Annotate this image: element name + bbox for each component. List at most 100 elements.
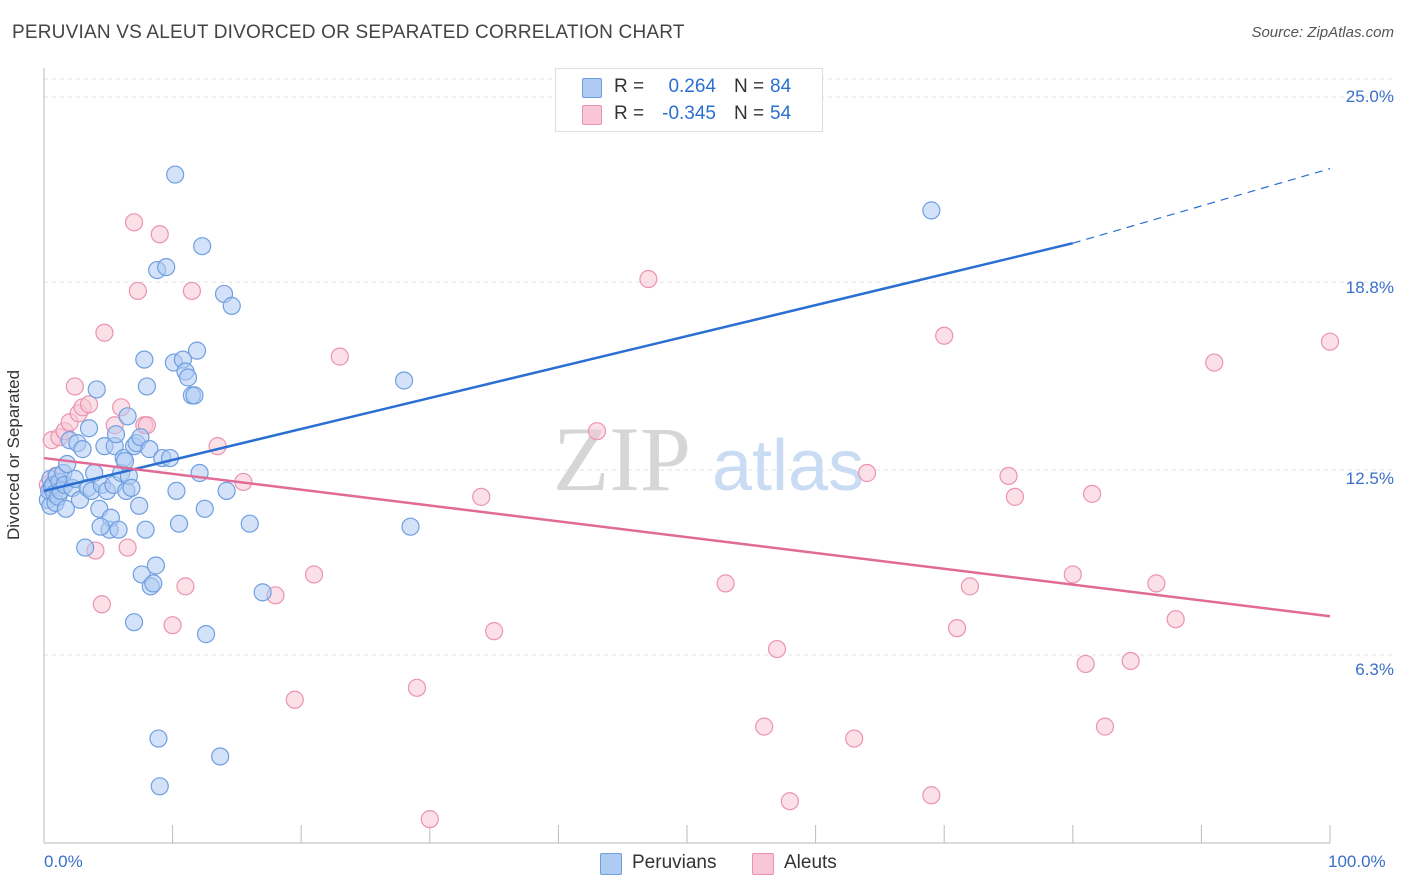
peruvians-trend-extension xyxy=(1072,168,1331,244)
peruvian-point xyxy=(217,481,236,500)
watermark-zip: ZIP xyxy=(553,408,691,510)
peruvian-point xyxy=(130,496,149,515)
peruvian-point xyxy=(79,419,99,438)
aleut-point xyxy=(1005,487,1025,506)
peruvian-point xyxy=(167,481,186,500)
aleut-point xyxy=(960,577,980,596)
peruvian-point xyxy=(87,380,106,399)
peruvian-point xyxy=(178,368,198,387)
peruvian-point xyxy=(136,520,155,539)
r-label: R = xyxy=(614,103,645,124)
aleut-point xyxy=(92,595,111,614)
peruvians-points xyxy=(38,165,941,796)
trend-lines xyxy=(43,168,1331,618)
peruvian-point xyxy=(144,574,163,593)
aleut-point xyxy=(767,639,787,659)
legend-label: Peruvians xyxy=(632,852,717,873)
y-tick-label: 12.5% xyxy=(1345,469,1394,488)
peruvians-trend-line xyxy=(43,242,1074,493)
aleut-point xyxy=(330,347,349,366)
grid-lines xyxy=(44,78,1392,656)
n-label: N = xyxy=(734,76,765,97)
aleut-point xyxy=(124,213,144,232)
peruvian-point xyxy=(195,499,214,518)
n-label: N = xyxy=(734,103,765,124)
aleut-point xyxy=(935,326,954,345)
y-tick-label: 6.3% xyxy=(1355,660,1394,679)
peruvian-point xyxy=(922,201,941,220)
peruvian-point xyxy=(124,613,144,632)
watermark: ZIP atlas xyxy=(553,408,864,510)
peruvian-point xyxy=(185,386,204,405)
aleut-point xyxy=(485,622,504,641)
aleut-point xyxy=(1095,717,1115,736)
n-value: 84 xyxy=(770,76,792,97)
peruvian-point xyxy=(240,514,259,533)
aleut-point xyxy=(1121,651,1140,671)
peruvian-point xyxy=(211,747,230,766)
aleut-point xyxy=(922,786,941,805)
r-label: R = xyxy=(614,76,645,97)
aleut-point xyxy=(1205,353,1224,372)
watermark-atlas: atlas xyxy=(712,426,864,506)
peruvian-point xyxy=(56,499,75,518)
axes xyxy=(43,68,1331,844)
aleut-point xyxy=(1320,332,1340,351)
chart-title: PERUVIAN VS ALEUT DIVORCED OR SEPARATED … xyxy=(12,22,685,43)
aleut-point xyxy=(857,463,877,483)
peruvian-point xyxy=(193,237,212,256)
r-value: 0.264 xyxy=(668,76,716,97)
aleut-point xyxy=(780,792,799,811)
peruvian-point xyxy=(196,625,216,644)
peruvian-point xyxy=(91,517,110,536)
legend-label: Aleuts xyxy=(784,852,837,873)
aleut-point xyxy=(182,281,201,301)
peruvian-point xyxy=(150,777,169,796)
aleut-point xyxy=(304,565,324,584)
aleut-point xyxy=(95,323,114,342)
legend-swatch-pink xyxy=(752,853,774,875)
pink-swatch xyxy=(582,105,602,125)
peruvian-point xyxy=(149,729,168,748)
y-tick-label: 18.8% xyxy=(1345,278,1394,297)
aleut-point xyxy=(1166,610,1185,629)
aleut-point xyxy=(79,395,99,414)
peruvian-point xyxy=(109,520,128,539)
aleut-point xyxy=(285,690,304,709)
peruvian-point xyxy=(394,371,414,390)
aleut-point xyxy=(208,437,227,456)
stats-row-peruvians: R = 0.264 N = 84 xyxy=(556,74,822,100)
peruvian-point xyxy=(73,440,92,459)
aleut-point xyxy=(845,729,864,748)
peruvian-point xyxy=(222,296,241,315)
aleut-point xyxy=(128,281,147,301)
peruvian-point xyxy=(76,538,95,557)
y-tick-label: 25.0% xyxy=(1345,87,1394,106)
aleut-point xyxy=(420,810,439,829)
aleut-point xyxy=(1076,654,1095,674)
peruvian-point xyxy=(157,257,176,277)
aleut-point xyxy=(163,616,182,635)
x-tick-label-min: 0.0% xyxy=(44,852,83,871)
aleut-point xyxy=(1063,565,1082,584)
aleut-point xyxy=(65,377,84,396)
aleut-point xyxy=(639,269,658,289)
y-axis-label: Divorced or Separated xyxy=(4,369,23,541)
aleut-point xyxy=(947,619,967,638)
blue-swatch xyxy=(582,78,602,98)
peruvian-point xyxy=(146,556,165,575)
aleuts-trend-line xyxy=(43,456,1331,618)
stats-row-aleuts: R = -0.345 N = 54 xyxy=(556,101,822,127)
aleut-point xyxy=(407,678,427,697)
peruvian-point xyxy=(253,583,272,602)
aleut-point xyxy=(716,574,735,593)
aleut-point xyxy=(150,225,169,244)
peruvian-point xyxy=(106,425,126,444)
aleut-point xyxy=(1147,574,1166,593)
aleut-point xyxy=(472,487,491,506)
peruvian-point xyxy=(118,407,137,426)
source-credit: Source: ZipAtlas.com xyxy=(1251,24,1394,41)
aleut-point xyxy=(118,538,137,557)
peruvian-point xyxy=(169,514,189,533)
